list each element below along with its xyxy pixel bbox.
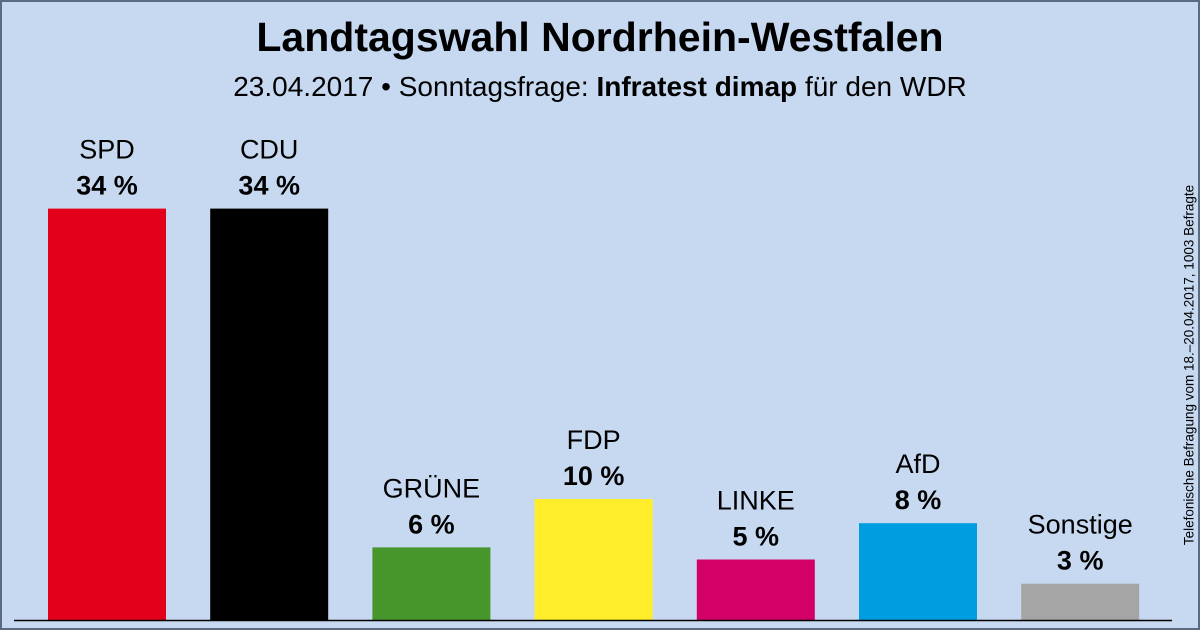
bar-fdp (534, 499, 653, 620)
party-label-fdp: FDP (567, 425, 621, 455)
party-label-sonstige: Sonstige (1028, 510, 1133, 540)
chart-title: Landtagswahl Nordrhein-Westfalen (256, 14, 944, 60)
subtitle-separator: • (381, 71, 391, 102)
value-label-linke: 5 % (733, 522, 780, 552)
value-label-sonstige: 3 % (1057, 546, 1104, 576)
party-label-gruene: GRÜNE (383, 473, 481, 503)
party-label-linke: LINKE (717, 486, 795, 516)
value-label-afd: 8 % (895, 485, 942, 515)
value-label-fdp: 10 % (563, 461, 625, 491)
value-label-spd: 34 % (76, 171, 138, 201)
bar-afd (859, 523, 977, 620)
subtitle-poll-type: Sonntagsfrage: (398, 71, 589, 102)
party-label-spd: SPD (79, 135, 135, 165)
bar-sonstige (1021, 583, 1140, 620)
bar-cdu (210, 208, 329, 620)
chart-subtitle: 23.04.2017 • Sonntagsfrage: Infratest di… (0, 71, 1200, 103)
bar-spd (48, 208, 166, 620)
bar-linke (696, 559, 815, 620)
subtitle-client: für den WDR (804, 71, 967, 102)
value-label-gruene: 6 % (408, 509, 455, 539)
value-label-cdu: 34 % (238, 171, 300, 201)
subtitle-institute: Infratest dimap (596, 71, 798, 102)
bar-gruene (372, 547, 491, 620)
party-label-cdu: CDU (240, 135, 299, 165)
subtitle-date: 23.04.2017 (233, 71, 374, 102)
party-label-afd: AfD (895, 449, 940, 479)
